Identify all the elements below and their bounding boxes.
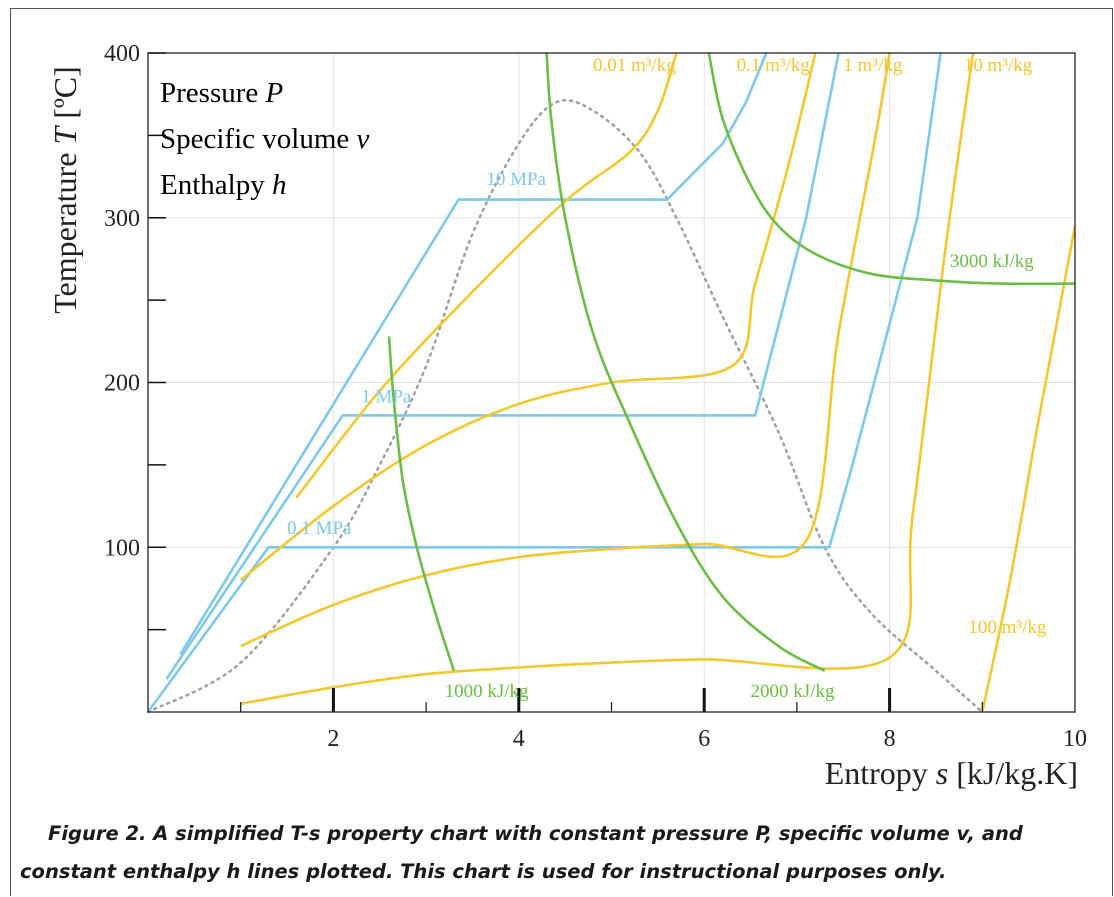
x-axis-label: Entropy s [kJ/kg.K] bbox=[825, 755, 1078, 791]
figure-caption-line-1: Figure 2. A simplified T-s property char… bbox=[48, 822, 1023, 845]
series-label-enthalpy: 1000 kJ/kg bbox=[445, 681, 529, 702]
series-label-volume: 10 m³/kg bbox=[964, 55, 1033, 76]
x-tick-label: 8 bbox=[884, 726, 896, 752]
series-label-pressure: 0.1 MPa bbox=[287, 518, 352, 539]
legend-entry-enthalpy: Enthalpy h bbox=[160, 169, 286, 201]
figure-frame bbox=[10, 8, 1113, 896]
series-line-enthalpy-8 bbox=[387, 336, 456, 672]
series-line-volume-3 bbox=[295, 53, 678, 499]
y-tick-label: 300 bbox=[104, 206, 140, 232]
series-label-enthalpy: 3000 kJ/kg bbox=[950, 251, 1034, 272]
series-label-volume: 0.01 m³/kg bbox=[593, 55, 676, 76]
series-line-volume-6 bbox=[240, 53, 975, 706]
y-tick-label: 400 bbox=[104, 41, 140, 67]
series-label-enthalpy: 2000 kJ/kg bbox=[751, 681, 835, 702]
series-label-volume: 1 m³/kg bbox=[843, 55, 903, 76]
series-label-volume: 100 m³/kg bbox=[968, 617, 1047, 638]
series-label-volume: 0.1 m³/kg bbox=[737, 55, 811, 76]
legend-entry-volume: Specific volume v bbox=[160, 123, 370, 155]
series-label-pressure: 1 MPa bbox=[361, 386, 412, 407]
series-line-volume-7 bbox=[981, 225, 1075, 712]
figure-caption-line-2: constant enthalpy h lines plotted. This … bbox=[20, 860, 947, 883]
x-tick-label: 2 bbox=[327, 726, 339, 752]
y-tick-label: 200 bbox=[104, 371, 140, 397]
x-tick-label: 10 bbox=[1063, 726, 1087, 752]
legend-entry-pressure: Pressure P bbox=[160, 77, 283, 109]
y-tick-label: 100 bbox=[104, 535, 140, 561]
series-lines bbox=[148, 53, 1075, 712]
saturation-dome-line bbox=[146, 98, 984, 714]
series-line-enthalpy-10 bbox=[707, 53, 1075, 286]
y-axis-label: Temperature T [ºC] bbox=[47, 66, 83, 314]
x-tick-label: 6 bbox=[698, 726, 710, 752]
x-tick-label: 4 bbox=[513, 726, 525, 752]
legend: Pressure P Specific volume v Enthalpy h bbox=[160, 77, 370, 201]
series-labels: 0.1 MPa 1 MPa 10 MPa 0.01 m³/kg 0.1 m³/kg 1 m… bbox=[287, 55, 1047, 702]
series-label-pressure: 10 MPa bbox=[486, 169, 546, 190]
axis-ticks: 2 4 6 8 10 100 200 300 400 bbox=[104, 41, 1087, 752]
series-line-volume-5 bbox=[240, 53, 891, 648]
ts-chart: 2 4 6 8 10 100 200 300 400 0.1 MPa 1 MPa 10 MPa 0.0… bbox=[47, 41, 1087, 791]
series-line-enthalpy-9 bbox=[545, 53, 826, 672]
series-line-pressure-1 bbox=[165, 53, 840, 680]
series-line-pressure-2 bbox=[179, 53, 768, 655]
saturation-dome bbox=[146, 98, 984, 714]
